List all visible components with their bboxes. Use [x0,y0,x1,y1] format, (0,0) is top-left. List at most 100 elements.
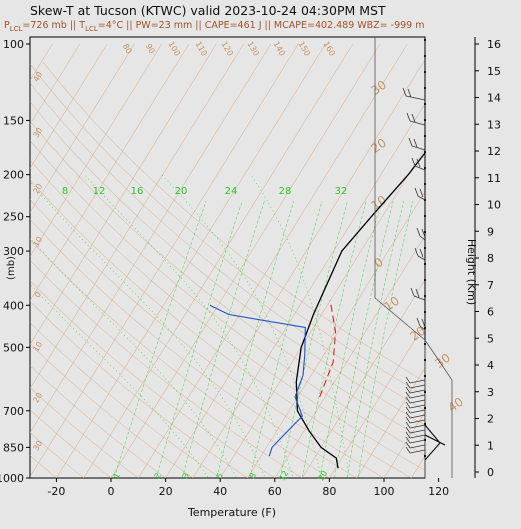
wind-barb [424,424,446,461]
mixing-ratio-label: 5 [215,471,225,480]
dry-adiabat-line [30,259,303,478]
isotherm-line [30,43,299,478]
dry-adiabat-line [30,179,412,478]
chart-title: Skew-T at Tucson (KTWC) valid 2023-10-24… [30,3,386,18]
mixing-ratio-label: 24 [225,186,238,197]
x-tick-label: 20 [159,485,173,498]
dry-adiabat-line [30,120,425,441]
height-tick-label: 14 [487,92,501,105]
dry-adiabat-line [30,239,330,478]
isotherm-label: 30 [432,351,453,371]
wind-level-dot [423,310,427,314]
wind-level-dot [423,278,427,282]
mixing-ratio-label: 12 [277,469,290,482]
wind-barb [411,157,426,171]
isotherm-line [274,235,425,478]
wind-level-dot [423,358,427,362]
isotherm-label: 20 [31,182,44,195]
pressure-tick-label: 1000 [0,472,24,485]
isotherm-line [110,43,381,478]
isotherm-line [383,411,425,478]
wind-barb [416,317,426,331]
height-tick-label: 6 [487,306,494,319]
wind-barb [405,396,426,404]
dry-adiabat-line [30,280,276,478]
wind-level-dot [423,214,427,218]
mixing-ratio-label: 3 [181,471,191,480]
isotherm-line [30,43,162,257]
dry-adiabat-label: 90 [144,42,157,55]
wind-level-dot [423,454,427,458]
pressure-tick-label: 700 [3,405,24,418]
y-axis-title-left: (mb) [6,256,17,280]
mixing-ratio-line [357,200,414,478]
mixing-ratio-line [334,200,394,478]
isotherm-label: 0 [33,290,43,299]
dry-adiabat-line [30,101,425,426]
wind-level-dot [423,406,427,410]
dry-adiabat-line [30,365,167,478]
wind-level-dot [423,102,427,106]
height-tick-label: 2 [487,413,494,426]
mixing-ratio-label: 28 [279,186,292,197]
height-tick-label: 4 [487,359,494,372]
isotherm-line [30,43,217,346]
wind-level-dot [423,182,427,186]
wind-barb [405,386,426,394]
dry-adiabat-line [30,387,139,478]
pressure-tick-label: 150 [3,114,24,127]
wind-level-dot [423,134,427,138]
mixing-ratio-label: 1 [112,471,122,480]
wind-level-dot [423,166,427,170]
wind-barb [405,436,426,444]
dry-adiabat-line [30,198,385,478]
isotherm-label: 20 [31,391,44,404]
mixing-ratio-label: 8 [248,471,258,480]
isotherm-label: 10 [31,235,44,248]
x-tick-label: 60 [268,485,282,498]
height-tick-label: 7 [487,279,494,292]
mixing-ratio-line [249,200,323,478]
dry-adiabat-line [30,322,221,478]
height-tick-label: 1 [487,439,494,452]
wind-barb [414,187,426,201]
mixing-ratio-label: 32 [335,186,348,197]
isotherm-label: 40 [31,70,44,83]
mixing-ratio-line [301,200,367,478]
wind-level-dot [423,294,427,298]
mixing-ratio-label: 8 [62,186,68,197]
wind-barb [414,247,426,261]
height-tick-label: 13 [487,118,501,131]
parcel-line [319,300,337,397]
dry-adiabat-line [30,82,425,411]
x-tick-label: 0 [108,485,115,498]
isotherm-line [30,43,190,301]
wind-barb [405,401,426,409]
isotherm-line [30,43,108,169]
moist-adiabat-line [30,237,238,478]
wind-barb [405,376,426,384]
mixing-ratio-line [155,200,243,478]
dry-adiabat-line [30,301,249,478]
isotherm-line [30,43,244,390]
isotherm-line [30,43,272,434]
wind-level-dot [423,54,427,58]
wind-level-dot [423,86,427,90]
x-tick-label: 100 [374,485,395,498]
isotherm-label: 30 [31,439,44,452]
wind-level-dot [423,374,427,378]
x-tick-label: 80 [322,485,336,498]
sounding-parameters: PLCL=726 mb || TLCL=4°C || PW=23 mm || C… [4,20,425,33]
height-tick-label: 15 [487,65,501,78]
height-tick-label: 5 [487,332,494,345]
mixing-ratio-label: 2 [153,471,163,480]
plot-area [29,36,426,479]
isotherm-line [137,43,408,478]
isotherm-label: 10 [31,340,44,353]
mixing-ratio-label: 20 [175,186,188,197]
wind-barb [405,416,426,424]
pressure-tick-label: 100 [3,38,24,51]
moist-adiabat-line [84,174,294,478]
isotherm-line [56,43,326,478]
wind-level-dot [423,326,427,330]
